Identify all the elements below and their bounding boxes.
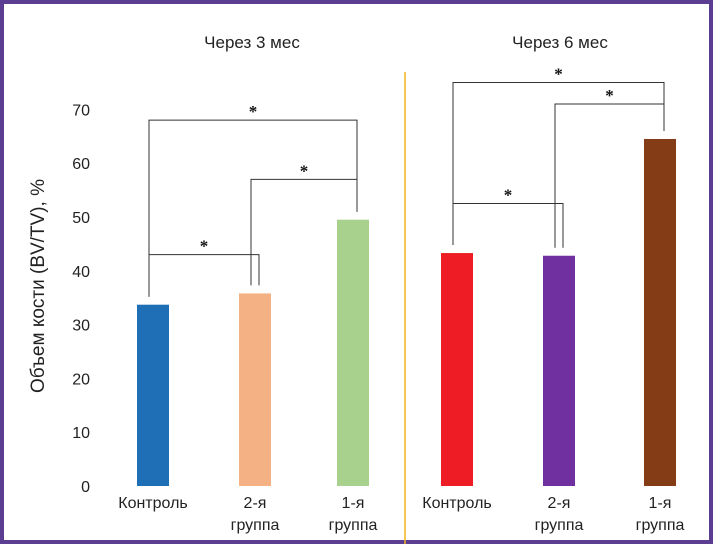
y-tick-label-70: 70 bbox=[72, 102, 90, 119]
y-tick-label-60: 60 bbox=[72, 156, 90, 173]
significance-bracket-panel2-1 bbox=[452, 203, 564, 248]
panel-title-1: Через 3 мес bbox=[204, 33, 300, 52]
panel-titles: Через 3 мес Через 6 мес bbox=[204, 33, 608, 52]
category-label-panel1-2-line1: 2-я bbox=[244, 495, 267, 512]
y-tick-label-50: 50 bbox=[72, 210, 90, 227]
bar-panel2-3 bbox=[644, 138, 676, 487]
category-label-panel2-3-line1: 1-я bbox=[649, 495, 672, 512]
category-label-panel1-3-line1: 1-я bbox=[342, 495, 365, 512]
y-axis-ticks: 0 10 20 30 40 50 60 70 bbox=[72, 102, 90, 496]
significance-star-panel1-3: * bbox=[249, 102, 258, 121]
y-tick-label-40: 40 bbox=[72, 264, 90, 281]
category-label-panel2-3-line2: группа bbox=[636, 517, 685, 534]
y-tick-label-30: 30 bbox=[72, 318, 90, 335]
category-label-panel2-1-line1: Контроль bbox=[422, 495, 492, 512]
category-label-panel2-2-line1: 2-я bbox=[548, 495, 571, 512]
significance-star-panel2-1: * bbox=[504, 186, 513, 205]
bar-panel1-1 bbox=[137, 304, 169, 486]
y-tick-label-0: 0 bbox=[81, 479, 90, 496]
significance-bracket-panel2-3 bbox=[452, 82, 665, 246]
category-label-panel1-1-line1: Контроль bbox=[118, 495, 188, 512]
significance-brackets: * * * * * * bbox=[148, 65, 665, 297]
y-tick-label-10: 10 bbox=[72, 425, 90, 442]
significance-star-panel1-2: * bbox=[300, 161, 309, 180]
significance-bracket-panel1-3 bbox=[148, 119, 358, 297]
significance-star-panel1-1: * bbox=[200, 237, 209, 256]
y-tick-label-20: 20 bbox=[72, 371, 90, 388]
category-label-panel1-3-line2: группа bbox=[329, 517, 378, 534]
significance-bracket-panel1-1 bbox=[148, 254, 260, 297]
category-label-panel2-2-line2: группа bbox=[535, 517, 584, 534]
bar-panel1-2 bbox=[239, 293, 271, 486]
panel-title-2: Через 6 мес bbox=[512, 33, 608, 52]
significance-star-panel2-2: * bbox=[605, 86, 614, 105]
y-axis-title-group: Объем кости (BV/TV), % bbox=[28, 179, 49, 393]
bar-panel2-2 bbox=[543, 255, 575, 486]
bars bbox=[137, 138, 676, 487]
bar-panel2-1 bbox=[441, 253, 473, 486]
bone-volume-bar-chart: Объем кости (BV/TV), % 0 10 20 30 40 50 60 70 Ч… bbox=[28, 33, 684, 544]
bar-panel1-3 bbox=[337, 219, 369, 486]
y-axis-title: Объем кости (BV/TV), % bbox=[28, 179, 49, 393]
category-label-panel1-2-line2: группа bbox=[231, 517, 280, 534]
category-labels: Контроль 2-я группа 1-я группа Контроль 2-я гру… bbox=[118, 495, 684, 534]
significance-star-panel2-3: * bbox=[554, 65, 563, 84]
